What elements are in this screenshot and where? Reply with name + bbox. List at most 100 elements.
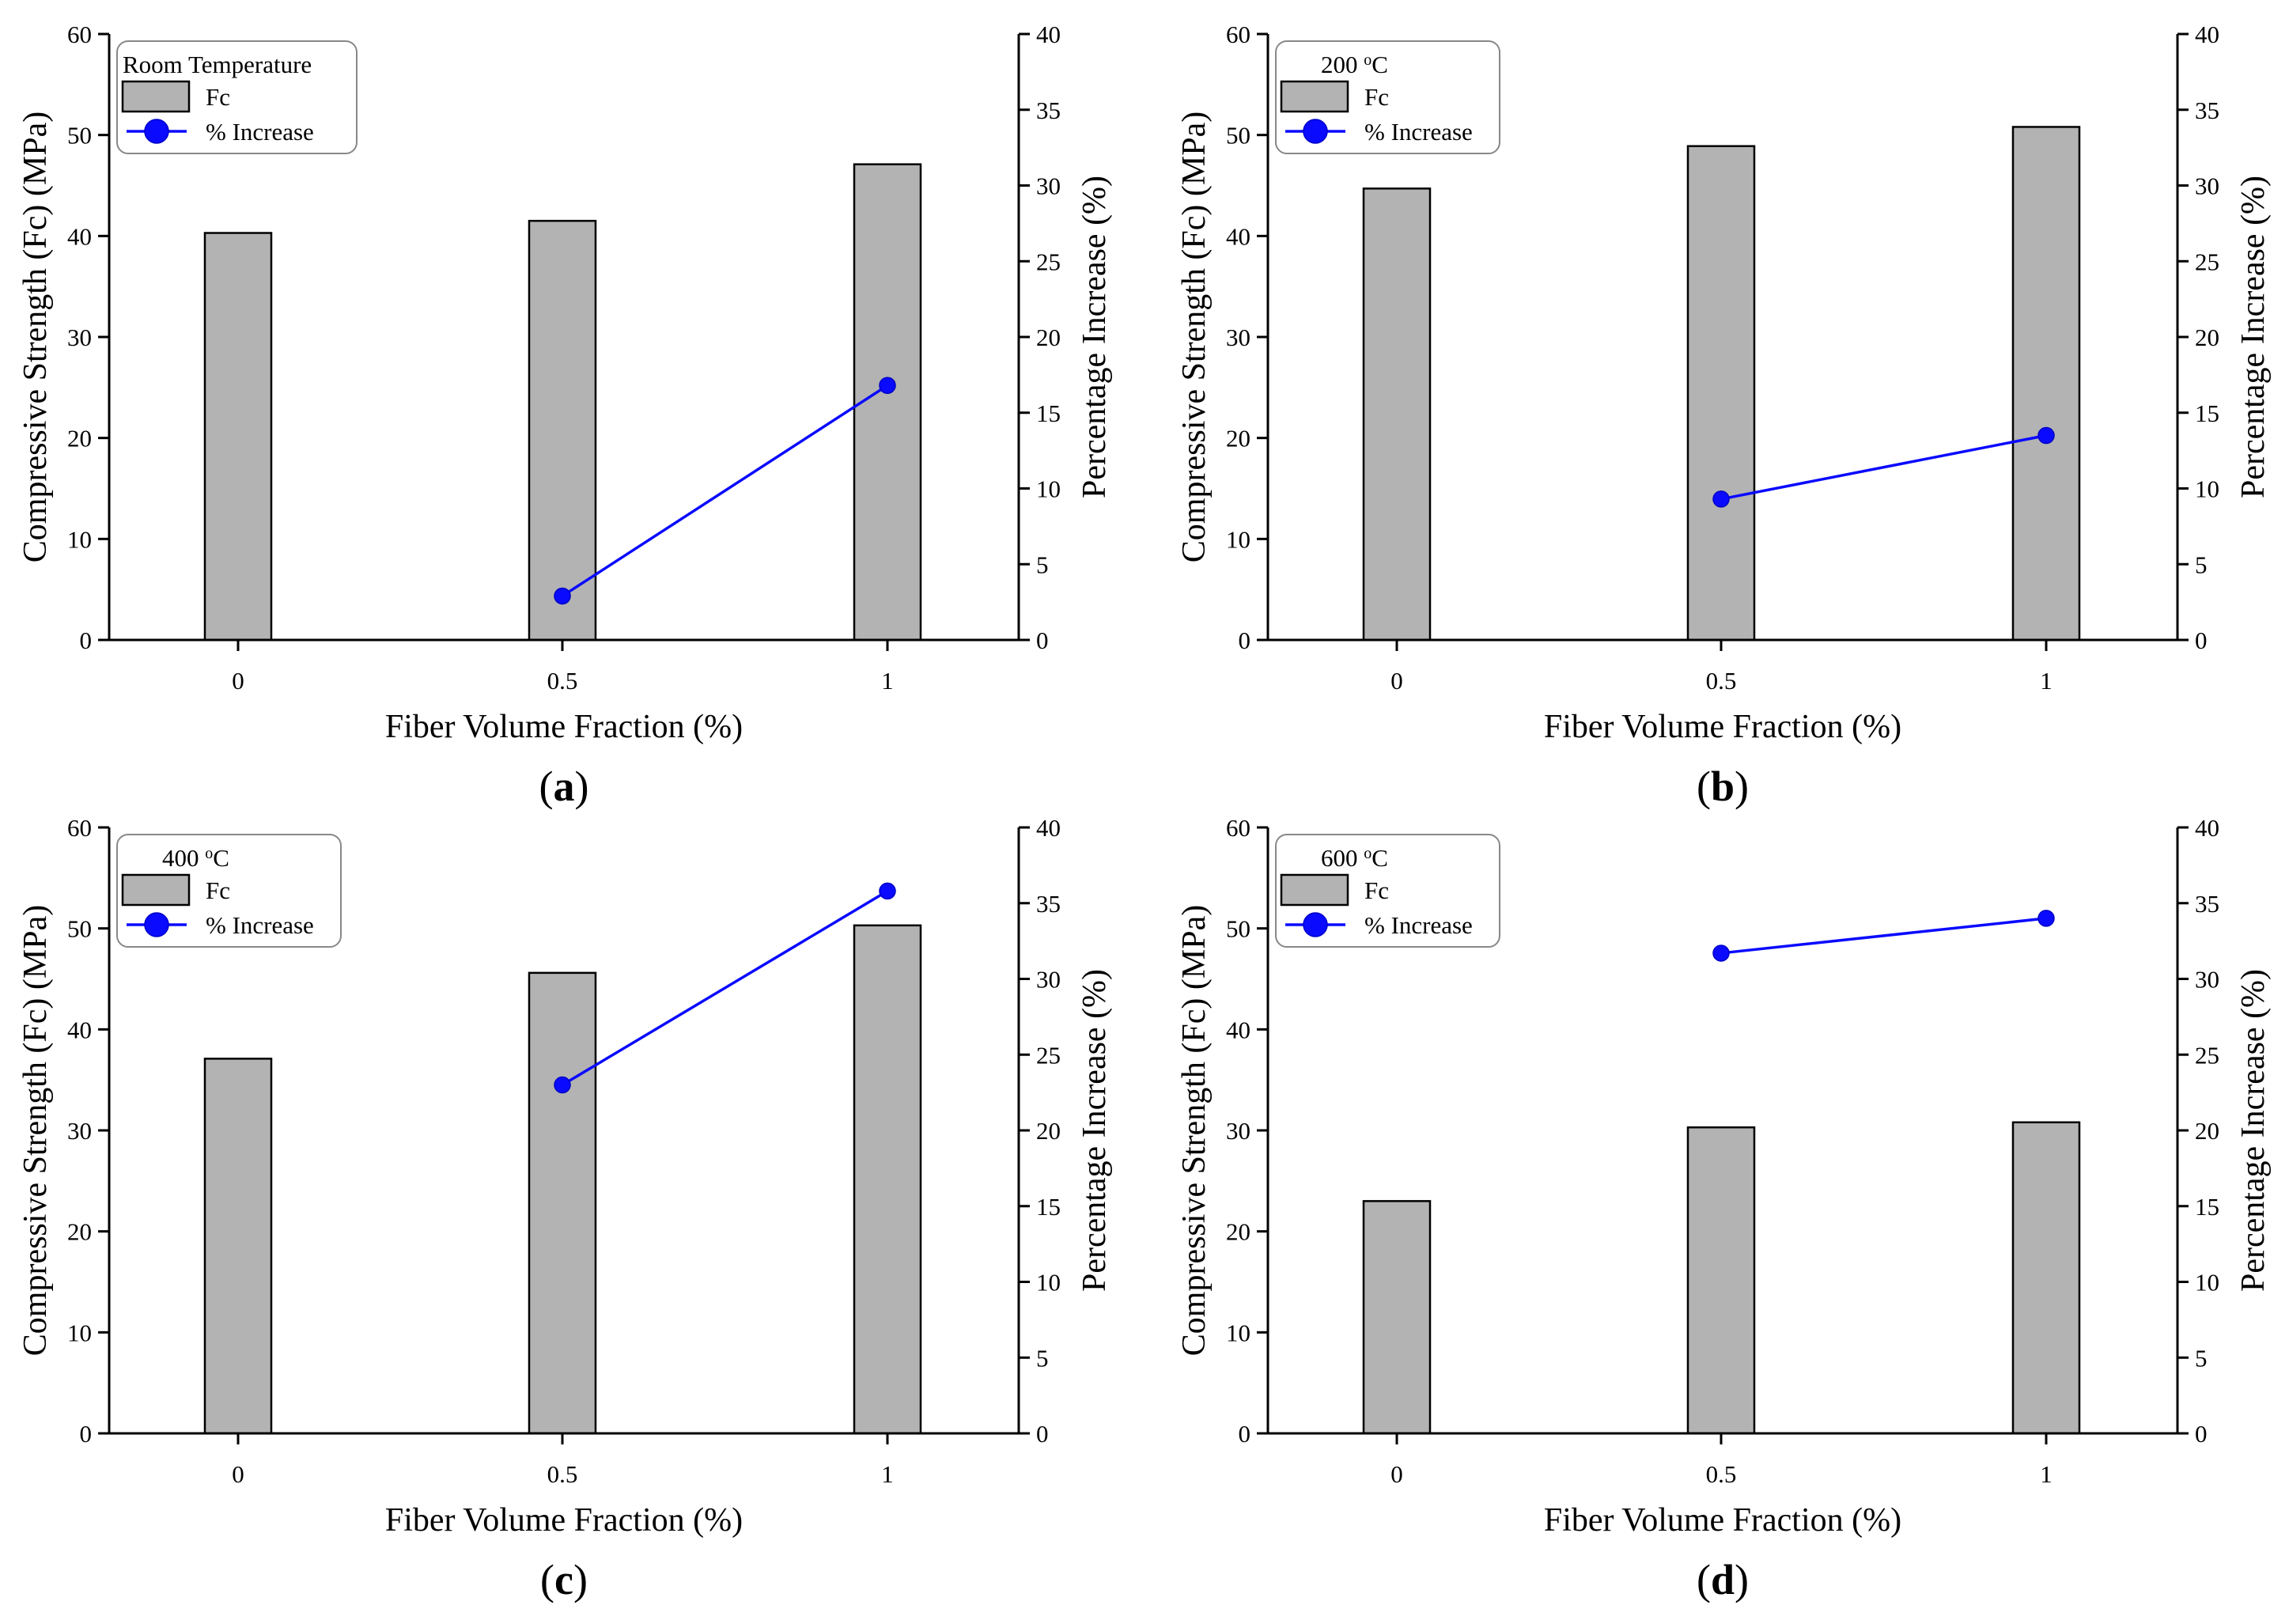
pct-increase-point-1 xyxy=(1712,944,1730,962)
panel-paren-close: ) xyxy=(1735,763,1749,810)
x-tick-label: 0.5 xyxy=(1706,667,1737,695)
right-tick-label: 15 xyxy=(1036,1193,1061,1221)
right-tick-label: 15 xyxy=(1036,399,1061,427)
legend-title-sup: o xyxy=(1364,845,1372,862)
pct-increase-point-2 xyxy=(2037,426,2055,445)
x-tick-label: 0.5 xyxy=(1706,1460,1737,1488)
x-tick-label: 0 xyxy=(232,1460,244,1488)
right-tick-label: 20 xyxy=(2195,1117,2219,1145)
right-tick-label: 30 xyxy=(1036,172,1061,200)
legend-title: Room Temperature xyxy=(123,51,312,78)
right-tick-label: 5 xyxy=(2195,551,2208,578)
right-tick-label: 35 xyxy=(1036,890,1061,918)
pct-increase-point-1 xyxy=(554,1076,571,1094)
left-tick-label: 40 xyxy=(67,222,92,250)
y2-axis-title: Percentage Increase (%) xyxy=(1076,176,1113,498)
x-tick-label: 0 xyxy=(232,667,244,695)
right-tick-label: 25 xyxy=(2195,1041,2219,1069)
left-tick-label: 0 xyxy=(1239,627,1251,654)
legend-box xyxy=(1275,834,1500,948)
right-tick-label: 10 xyxy=(1036,475,1061,503)
x-axis-title: Fiber Volume Fraction (%) xyxy=(1544,709,1901,745)
pct-increase-line xyxy=(562,889,888,1087)
legend-pct-label: % Increase xyxy=(1364,911,1473,939)
bar-fc-0 xyxy=(203,232,273,642)
right-tick-label: 40 xyxy=(2195,814,2219,842)
legend-fc-label: Fc xyxy=(206,83,230,111)
legend-pct-marker xyxy=(144,912,169,937)
left-tick-label: 60 xyxy=(67,814,92,842)
right-tick-label: 0 xyxy=(2195,627,2208,654)
y2-axis-title: Percentage Increase (%) xyxy=(2235,176,2272,498)
y2-axis-title: Percentage Increase (%) xyxy=(1076,969,1113,1292)
legend-pct-label: % Increase xyxy=(206,118,314,146)
chart-panel-b: 0 10 20 30 40 50 60 0 5 10 15 20 25 30 35 40 0 0.5 1 Fiber … xyxy=(1176,21,2272,810)
panel-paren-close: ) xyxy=(573,1556,588,1603)
right-tick-label: 30 xyxy=(2195,172,2219,200)
left-tick-label: 10 xyxy=(67,1319,92,1346)
panel-paren-open: ( xyxy=(1697,763,1711,810)
left-tick-label: 20 xyxy=(67,1218,92,1246)
panel-letter: a xyxy=(554,763,575,810)
right-tick-label: 40 xyxy=(1036,814,1061,842)
legend-title: 200 oC xyxy=(1321,51,1388,78)
panel-label: (c) xyxy=(540,1556,588,1603)
x-axis-title: Fiber Volume Fraction (%) xyxy=(1544,1502,1901,1539)
right-tick-label: 25 xyxy=(1036,248,1061,275)
right-tick-label: 25 xyxy=(2195,248,2219,275)
x-tick-label: 1 xyxy=(2040,667,2053,695)
right-tick-label: 0 xyxy=(2195,1420,2208,1448)
pct-increase-line xyxy=(1720,433,2047,501)
legend-fc-swatch xyxy=(121,873,191,907)
x-tick-label: 1 xyxy=(881,1460,894,1488)
bar-fc-1 xyxy=(528,971,597,1435)
left-tick-label: 40 xyxy=(1226,1016,1250,1043)
right-tick-label: 20 xyxy=(1036,324,1061,351)
legend-box xyxy=(116,834,342,948)
left-tick-label: 0 xyxy=(80,1420,93,1448)
bar-fc-1 xyxy=(528,219,597,642)
legend-title: 400 oC xyxy=(162,844,229,872)
legend-fc-swatch xyxy=(1280,80,1349,113)
left-tick-label: 60 xyxy=(1226,21,1250,48)
legend-fc-swatch xyxy=(121,80,191,113)
legend: 600 oC Fc % Increase xyxy=(1275,834,1500,948)
legend-box xyxy=(1275,40,1500,154)
legend-fc-label: Fc xyxy=(1364,83,1389,111)
right-tick-label: 5 xyxy=(1036,1344,1049,1372)
y-axis-title: Compressive Strength (Fc) (MPa) xyxy=(1176,905,1213,1356)
bar-fc-2 xyxy=(2011,126,2081,642)
right-tick-label: 0 xyxy=(1036,627,1049,654)
right-tick-label: 15 xyxy=(2195,399,2219,427)
pct-increase-line xyxy=(1720,917,2047,955)
y-axis-title: Compressive Strength (Fc) (MPa) xyxy=(17,112,54,562)
pct-increase-point-1 xyxy=(554,587,571,605)
legend-title-main: 200 xyxy=(1321,51,1364,78)
legend-title-main: 600 xyxy=(1321,844,1364,872)
legend-title-suffix: C xyxy=(1372,844,1388,872)
left-tick-label: 40 xyxy=(1226,222,1250,250)
right-tick-label: 0 xyxy=(1036,1420,1049,1448)
bar-fc-0 xyxy=(203,1058,273,1435)
left-tick-label: 30 xyxy=(1226,324,1250,351)
left-tick-label: 50 xyxy=(1226,915,1250,943)
legend-fc-swatch xyxy=(1280,873,1349,907)
legend: 400 oC Fc % Increase xyxy=(116,834,342,948)
legend-title-sup: o xyxy=(1364,51,1372,69)
right-tick-label: 35 xyxy=(1036,97,1061,124)
x-tick-label: 0.5 xyxy=(547,667,578,695)
right-tick-label: 15 xyxy=(2195,1193,2219,1221)
x-tick-label: 0.5 xyxy=(547,1460,578,1488)
right-tick-label: 35 xyxy=(2195,97,2219,124)
panel-label: (d) xyxy=(1697,1556,1749,1603)
legend-title: 600 oC xyxy=(1321,844,1388,872)
right-tick-label: 5 xyxy=(2195,1344,2208,1372)
legend-fc-label: Fc xyxy=(1364,876,1389,904)
legend-pct-marker xyxy=(144,119,169,144)
left-tick-label: 30 xyxy=(1226,1117,1250,1145)
right-tick-label: 10 xyxy=(1036,1269,1061,1297)
pct-increase-point-2 xyxy=(2037,910,2055,927)
